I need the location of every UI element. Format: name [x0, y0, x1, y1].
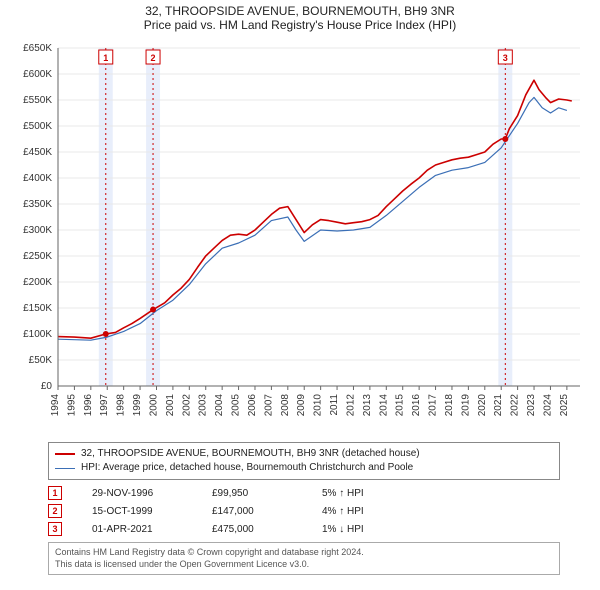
- svg-text:£0: £0: [41, 381, 53, 392]
- svg-text:2003: 2003: [198, 394, 209, 417]
- svg-text:1: 1: [103, 53, 108, 63]
- svg-text:2008: 2008: [280, 394, 291, 417]
- legend-swatch-hpi: [55, 468, 75, 469]
- transaction-pct: 5% ↑ HPI: [322, 488, 560, 499]
- svg-text:2011: 2011: [329, 394, 340, 416]
- chart-svg: £0 £50K £100K £150K £200K £250K £300K £350K £400…: [10, 36, 590, 436]
- svg-text:2012: 2012: [345, 394, 356, 417]
- legend-item-property: 32, THROOPSIDE AVENUE, BOURNEMOUTH, BH9 …: [55, 447, 553, 461]
- transaction-row: 1 29-NOV-1996 £99,950 5% ↑ HPI: [48, 484, 560, 502]
- svg-text:£500K: £500K: [23, 121, 52, 132]
- svg-text:£450K: £450K: [23, 147, 52, 158]
- svg-text:2013: 2013: [362, 394, 373, 417]
- attribution-line1: Contains HM Land Registry data © Crown c…: [55, 547, 553, 559]
- svg-text:£150K: £150K: [23, 303, 52, 314]
- svg-text:£100K: £100K: [23, 329, 52, 340]
- svg-text:2002: 2002: [181, 394, 192, 417]
- svg-text:2022: 2022: [510, 394, 521, 417]
- svg-text:£650K: £650K: [23, 43, 52, 54]
- legend: 32, THROOPSIDE AVENUE, BOURNEMOUTH, BH9 …: [48, 442, 560, 480]
- chart-title-address: 32, THROOPSIDE AVENUE, BOURNEMOUTH, BH9 …: [0, 0, 600, 18]
- transaction-table: 1 29-NOV-1996 £99,950 5% ↑ HPI 2 15-OCT-…: [48, 484, 560, 538]
- legend-label-hpi: HPI: Average price, detached house, Bour…: [81, 461, 413, 475]
- svg-text:1997: 1997: [99, 394, 110, 417]
- svg-text:2001: 2001: [165, 394, 176, 417]
- svg-text:2016: 2016: [411, 394, 422, 417]
- svg-text:2009: 2009: [296, 394, 307, 417]
- attribution-line2: This data is licensed under the Open Gov…: [55, 559, 553, 571]
- transaction-pct: 1% ↓ HPI: [322, 524, 560, 535]
- svg-text:£300K: £300K: [23, 225, 52, 236]
- svg-text:2025: 2025: [559, 394, 570, 417]
- svg-text:2004: 2004: [214, 394, 225, 417]
- svg-text:2021: 2021: [493, 394, 504, 417]
- svg-text:1998: 1998: [116, 394, 127, 417]
- svg-text:£400K: £400K: [23, 173, 52, 184]
- transaction-date: 29-NOV-1996: [92, 488, 182, 499]
- svg-text:2024: 2024: [542, 394, 553, 417]
- transaction-pct: 4% ↑ HPI: [322, 506, 560, 517]
- chart-container: 32, THROOPSIDE AVENUE, BOURNEMOUTH, BH9 …: [0, 0, 600, 590]
- transaction-marker-3: 3: [48, 522, 62, 536]
- legend-swatch-property: [55, 453, 75, 455]
- svg-text:2010: 2010: [313, 394, 324, 417]
- transaction-row: 2 15-OCT-1999 £147,000 4% ↑ HPI: [48, 502, 560, 520]
- svg-text:2005: 2005: [231, 394, 242, 417]
- transaction-price: £99,950: [212, 488, 292, 499]
- svg-text:£200K: £200K: [23, 277, 52, 288]
- transaction-row: 3 01-APR-2021 £475,000 1% ↓ HPI: [48, 520, 560, 538]
- svg-text:3: 3: [503, 53, 508, 63]
- svg-text:2023: 2023: [526, 394, 537, 417]
- svg-text:2007: 2007: [263, 394, 274, 417]
- svg-text:2006: 2006: [247, 394, 258, 417]
- legend-item-hpi: HPI: Average price, detached house, Bour…: [55, 461, 553, 475]
- chart-title-subtitle: Price paid vs. HM Land Registry's House …: [0, 18, 600, 36]
- svg-text:£600K: £600K: [23, 69, 52, 80]
- transaction-price: £475,000: [212, 524, 292, 535]
- svg-text:2: 2: [151, 53, 156, 63]
- svg-text:1995: 1995: [66, 394, 77, 417]
- chart-plot-area: £0 £50K £100K £150K £200K £250K £300K £350K £400…: [10, 36, 590, 436]
- svg-text:£350K: £350K: [23, 199, 52, 210]
- transaction-date: 01-APR-2021: [92, 524, 182, 535]
- svg-text:1996: 1996: [83, 394, 94, 417]
- svg-text:2015: 2015: [395, 394, 406, 417]
- transaction-marker-2: 2: [48, 504, 62, 518]
- svg-text:1994: 1994: [50, 394, 61, 417]
- svg-text:2017: 2017: [428, 394, 439, 417]
- svg-text:£250K: £250K: [23, 251, 52, 262]
- svg-text:2018: 2018: [444, 394, 455, 417]
- legend-label-property: 32, THROOPSIDE AVENUE, BOURNEMOUTH, BH9 …: [81, 447, 420, 461]
- svg-text:£50K: £50K: [29, 355, 53, 366]
- attribution-box: Contains HM Land Registry data © Crown c…: [48, 542, 560, 575]
- svg-text:1999: 1999: [132, 394, 143, 417]
- svg-text:2000: 2000: [148, 394, 159, 417]
- svg-text:£550K: £550K: [23, 95, 52, 106]
- transaction-price: £147,000: [212, 506, 292, 517]
- svg-text:2019: 2019: [460, 394, 471, 417]
- transaction-marker-1: 1: [48, 486, 62, 500]
- svg-text:2014: 2014: [378, 394, 389, 417]
- svg-text:2020: 2020: [477, 394, 488, 417]
- transaction-date: 15-OCT-1999: [92, 506, 182, 517]
